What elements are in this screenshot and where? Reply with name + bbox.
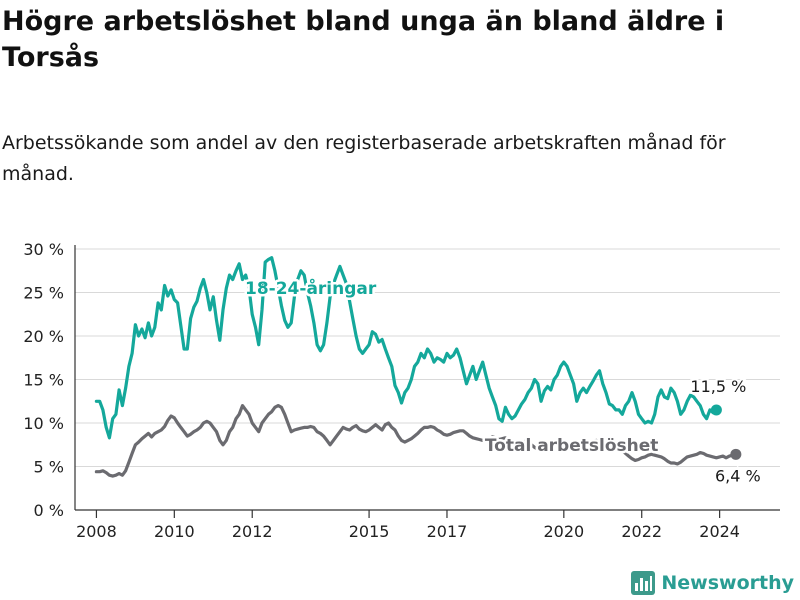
x-tick-label: 2017 xyxy=(427,522,468,540)
line-chart: 0 %5 %10 %15 %20 %25 %30 % 2008 2010 2012 2… xyxy=(23,240,780,540)
endpoint-marker-youth xyxy=(710,404,722,416)
series-label-youth: 18-24-åringar xyxy=(245,277,377,299)
y-tick-label: 0 % xyxy=(34,501,64,520)
x-tick-label: 2020 xyxy=(543,522,584,540)
end-label-total: 6,4 % xyxy=(715,466,761,485)
y-tick-label: 25 % xyxy=(23,284,64,303)
chart-labels: 11,5 % 6,4 % 18-24-åringar Total arbetslösh… xyxy=(243,275,763,488)
end-label-youth: 11,5 % xyxy=(690,377,746,396)
endpoint-marker-total xyxy=(730,448,742,460)
x-tick-label: 2024 xyxy=(699,522,740,540)
series-lines xyxy=(94,256,742,478)
y-axis-ticks: 0 % 5 % 10 % 15 % 20 % 25 % 30 % xyxy=(23,240,64,520)
x-tick-label: 2012 xyxy=(232,522,273,540)
y-tick-label: 20 % xyxy=(23,327,64,346)
bar-chart-logo-icon xyxy=(631,571,656,595)
series-label-total: Total arbetslöshet xyxy=(485,436,659,456)
chart-subtitle: Arbetssökande som andel av den registerb… xyxy=(2,132,726,185)
page-title: Högre arbetslöshet bland unga än bland ä… xyxy=(2,6,725,73)
y-tick-label: 15 % xyxy=(23,371,64,390)
series-line-total xyxy=(94,404,738,478)
x-tick-label: 2022 xyxy=(621,522,662,540)
grid-lines xyxy=(74,245,780,511)
x-tick-label: 2015 xyxy=(349,522,390,540)
x-tick-label: 2010 xyxy=(154,522,195,540)
y-tick-label: 5 % xyxy=(34,458,64,477)
brand-logo: Newsworthy xyxy=(631,568,794,598)
y-tick-label: 10 % xyxy=(23,414,64,433)
brand-name: Newsworthy xyxy=(661,572,794,594)
y-tick-label: 30 % xyxy=(23,240,64,259)
series-line-youth xyxy=(94,256,718,440)
x-tick-label: 2008 xyxy=(76,522,117,540)
x-axis-ticks: 2008 2010 2012 2015 2017 2020 2022 2024 xyxy=(76,510,740,540)
